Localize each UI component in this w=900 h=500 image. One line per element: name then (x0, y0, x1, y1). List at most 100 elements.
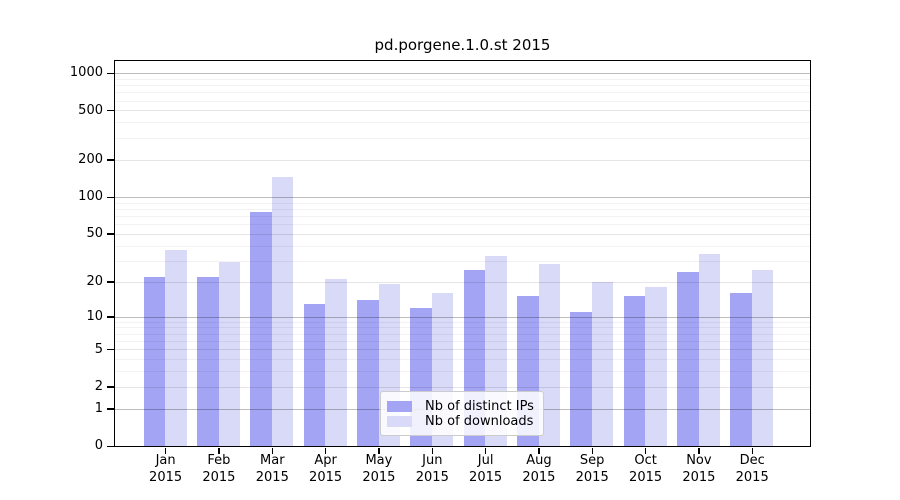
legend-label-distinct-ips: Nb of distinct IPs (425, 399, 534, 414)
xtick-mark-jan (164, 447, 167, 454)
bar-mar-distinct-ips (250, 212, 272, 446)
gridline-50 (115, 233, 810, 235)
bar-jan-distinct-ips (143, 276, 166, 446)
gridline-30 (115, 260, 810, 262)
xtick-label-apr: Apr 2015 (309, 453, 343, 485)
gridline-6 (115, 341, 810, 342)
bar-mar-downloads (271, 176, 294, 446)
ytick-label-5: 5 (94, 341, 103, 357)
xtick-mark-jul (484, 447, 487, 454)
gridline-100 (115, 196, 810, 198)
ytick-label-1000: 1000 (69, 65, 103, 81)
ytick-label-20: 20 (86, 274, 103, 289)
xtick-label-dec: Dec 2015 (735, 453, 769, 485)
legend-item-downloads: Nb of downloads (387, 414, 533, 429)
gridline-60 (115, 224, 810, 226)
ytick-mark-1000 (107, 72, 114, 75)
legend: Nb of distinct IPs Nb of downloads (380, 391, 544, 436)
xtick-mark-sep (591, 447, 593, 454)
bar-oct-downloads (645, 287, 667, 446)
gridline-4 (115, 359, 810, 361)
ytick-mark-1 (107, 408, 114, 410)
gridline-7 (115, 333, 810, 335)
chart-title: pd.porgene.1.0.st 2015 (374, 36, 551, 54)
gridline-80 (115, 208, 810, 210)
xtick-mark-apr (324, 447, 327, 454)
xtick-label-may: May 2015 (362, 453, 396, 485)
ytick-label-500: 500 (78, 102, 103, 118)
gridline-300 (115, 137, 810, 139)
ytick-mark-50 (107, 233, 114, 235)
xtick-label-aug: Aug 2015 (522, 453, 556, 485)
gridline-8 (115, 327, 810, 329)
ytick-mark-200 (107, 159, 114, 161)
xtick-label-jun: Jun 2015 (415, 453, 449, 485)
ytick-mark-10 (107, 316, 114, 318)
ytick-mark-500 (107, 110, 114, 112)
bar-apr-downloads (325, 279, 347, 446)
gridline-200 (115, 159, 810, 161)
gridline-900 (115, 78, 810, 80)
gridline-9 (115, 321, 810, 323)
gridline-40 (115, 245, 810, 247)
xtick-label-sep: Sep 2015 (575, 453, 609, 485)
ytick-label-10: 10 (86, 309, 103, 324)
xtick-label-jan: Jan 2015 (149, 453, 183, 485)
ytick-label-100: 100 (78, 189, 103, 205)
ytick-mark-5 (107, 349, 114, 351)
xtick-mark-feb (218, 447, 220, 454)
xtick-mark-aug (538, 447, 540, 454)
gridline-20 (115, 281, 810, 283)
bar-nov-distinct-ips (677, 272, 699, 446)
gridline-5 (115, 349, 810, 351)
gridline-500 (115, 110, 810, 112)
legend-item-distinct-ips: Nb of distinct IPs (387, 399, 534, 414)
legend-swatch-downloads (387, 416, 412, 427)
bar-apr-distinct-ips (303, 303, 326, 446)
plot-area (114, 60, 811, 447)
ytick-label-1: 1 (94, 401, 103, 416)
ytick-mark-20 (107, 281, 114, 283)
gridline-10 (115, 316, 810, 318)
xtick-label-oct: Oct 2015 (629, 453, 663, 485)
xtick-label-mar: Mar 2015 (255, 453, 289, 485)
xtick-label-feb: Feb 2015 (202, 453, 236, 485)
gridline-90 (115, 202, 810, 204)
xtick-mark-may (378, 447, 380, 454)
gridline-700 (115, 92, 810, 94)
gridline-3 (115, 371, 810, 373)
bar-sep-distinct-ips (570, 311, 592, 446)
bar-may-distinct-ips (357, 299, 379, 446)
ytick-label-200: 200 (78, 152, 103, 168)
xtick-mark-mar (271, 447, 273, 454)
bar-dec-distinct-ips (730, 293, 752, 446)
ytick-label-2: 2 (94, 379, 103, 395)
legend-swatch-distinct-ips (387, 401, 412, 412)
bar-dec-downloads (751, 270, 774, 446)
bar-sep-downloads (591, 281, 614, 446)
bar-feb-distinct-ips (197, 276, 219, 446)
ytick-mark-2 (107, 386, 114, 388)
bar-nov-downloads (698, 254, 720, 446)
ytick-label-0: 0 (94, 438, 103, 454)
ytick-mark-0 (107, 445, 114, 448)
xtick-label-jul: Jul 2015 (469, 453, 503, 485)
gridline-600 (115, 100, 810, 102)
gridline-800 (115, 85, 810, 87)
legend-label-downloads: Nb of downloads (425, 414, 534, 429)
xtick-mark-dec (751, 447, 753, 454)
ytick-label-50: 50 (86, 226, 103, 242)
xtick-label-nov: Nov 2015 (682, 453, 716, 485)
xtick-mark-nov (698, 447, 700, 454)
ytick-mark-100 (107, 196, 114, 198)
xtick-mark-jun (431, 447, 433, 454)
gridline-1000 (115, 73, 810, 74)
bar-feb-downloads (218, 262, 241, 446)
gridline-70 (115, 215, 810, 217)
gridline-400 (115, 122, 810, 124)
xtick-mark-oct (644, 447, 647, 454)
bar-jan-downloads (165, 249, 187, 446)
gridline-2 (115, 386, 810, 388)
bar-oct-distinct-ips (623, 296, 646, 446)
